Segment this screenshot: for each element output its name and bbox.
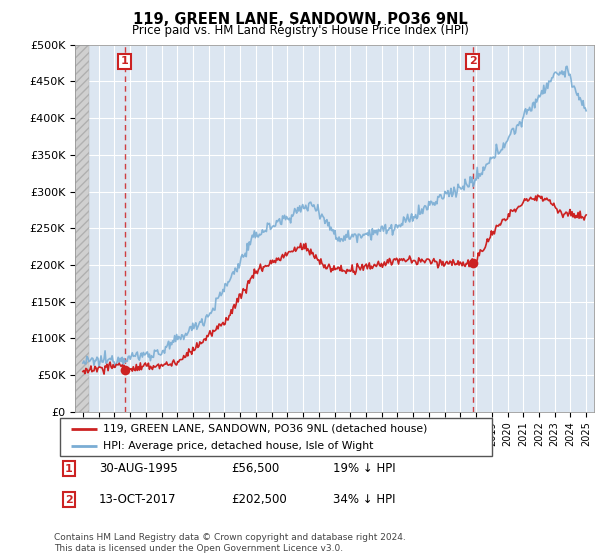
Text: 2: 2	[65, 494, 73, 505]
Text: Price paid vs. HM Land Registry's House Price Index (HPI): Price paid vs. HM Land Registry's House …	[131, 24, 469, 36]
Text: 119, GREEN LANE, SANDOWN, PO36 9NL: 119, GREEN LANE, SANDOWN, PO36 9NL	[133, 12, 467, 27]
Text: 34% ↓ HPI: 34% ↓ HPI	[333, 493, 395, 506]
Text: 1: 1	[65, 464, 73, 474]
Text: 30-AUG-1995: 30-AUG-1995	[99, 462, 178, 475]
Text: 2: 2	[469, 57, 476, 66]
Text: £202,500: £202,500	[231, 493, 287, 506]
Text: 13-OCT-2017: 13-OCT-2017	[99, 493, 176, 506]
Text: 1: 1	[121, 57, 128, 66]
FancyBboxPatch shape	[60, 418, 492, 456]
Text: 19% ↓ HPI: 19% ↓ HPI	[333, 462, 395, 475]
Text: £56,500: £56,500	[231, 462, 279, 475]
Polygon shape	[75, 45, 89, 412]
Text: Contains HM Land Registry data © Crown copyright and database right 2024.
This d: Contains HM Land Registry data © Crown c…	[54, 533, 406, 553]
Text: 119, GREEN LANE, SANDOWN, PO36 9NL (detached house): 119, GREEN LANE, SANDOWN, PO36 9NL (deta…	[103, 423, 428, 433]
Text: HPI: Average price, detached house, Isle of Wight: HPI: Average price, detached house, Isle…	[103, 441, 374, 451]
